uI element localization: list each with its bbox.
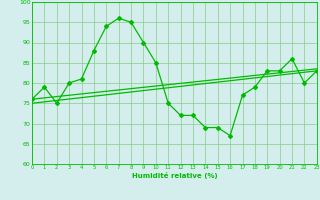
X-axis label: Humidité relative (%): Humidité relative (%) <box>132 172 217 179</box>
